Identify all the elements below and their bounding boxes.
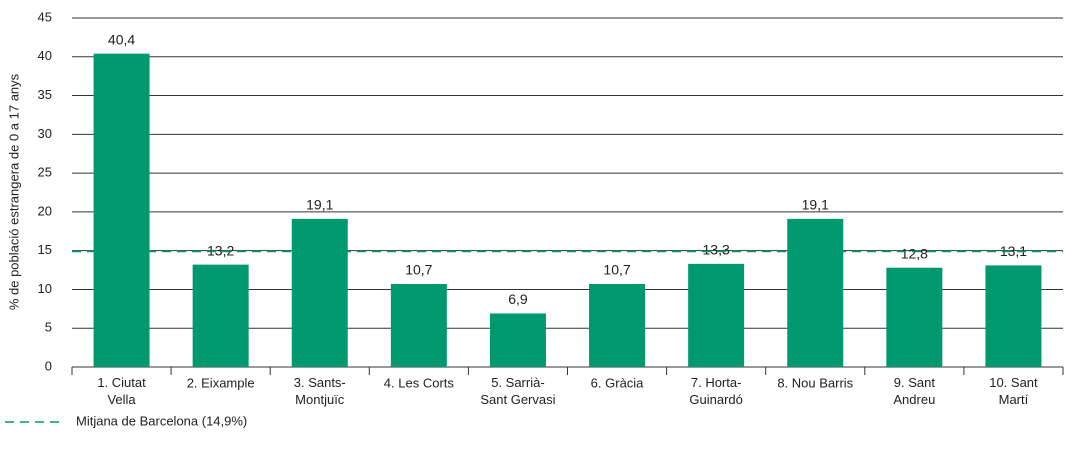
bar bbox=[390, 284, 447, 367]
y-tick-label: 20 bbox=[38, 203, 52, 218]
x-tick-label: 8. Nou Barris bbox=[777, 375, 853, 390]
x-tick-label: 1. Ciutat Vella bbox=[97, 375, 146, 407]
value-label: 10,7 bbox=[603, 262, 630, 278]
x-tick-label: 3. Sants-Montjuïc bbox=[294, 375, 346, 407]
value-label: 40,4 bbox=[108, 31, 135, 47]
bar bbox=[787, 218, 844, 367]
value-label: 13,1 bbox=[1000, 243, 1027, 259]
x-tick-label: 10. Sant Martí bbox=[989, 375, 1038, 407]
value-label: 6,9 bbox=[508, 291, 528, 307]
bar bbox=[985, 265, 1042, 367]
y-tick-label: 45 bbox=[38, 9, 52, 24]
y-axis-label: % de població estrangera de 0 a 17 anys bbox=[6, 73, 21, 310]
bar bbox=[688, 263, 745, 367]
value-label: 19,1 bbox=[306, 197, 333, 213]
y-tick-label: 10 bbox=[38, 281, 52, 296]
bar bbox=[489, 313, 546, 367]
value-label: 12,8 bbox=[901, 245, 928, 261]
y-tick-label: 35 bbox=[38, 87, 52, 102]
x-tick-label: 6. Gràcia bbox=[591, 375, 645, 390]
y-tick-label: 5 bbox=[45, 320, 52, 335]
bar bbox=[886, 267, 943, 367]
value-label: 10,7 bbox=[405, 262, 432, 278]
y-tick-label: 15 bbox=[38, 242, 52, 257]
y-tick-label: 30 bbox=[38, 126, 52, 141]
bar bbox=[291, 218, 348, 367]
value-label: 13,2 bbox=[207, 242, 234, 258]
value-label: 13,3 bbox=[703, 242, 730, 258]
y-tick-label: 0 bbox=[45, 358, 52, 373]
bar bbox=[192, 264, 249, 367]
x-tick-label: 4. Les Corts bbox=[384, 375, 455, 390]
y-tick-label: 40 bbox=[38, 48, 52, 63]
legend-label: Mitjana de Barcelona (14,9%) bbox=[76, 413, 247, 428]
x-tick-label: 5. Sarrià-Sant Gervasi bbox=[480, 375, 555, 407]
x-tick-label: 9. Sant Andreu bbox=[893, 375, 935, 407]
y-tick-label: 25 bbox=[38, 165, 52, 180]
x-tick-label: 7. Horta-Guinardó bbox=[689, 375, 742, 407]
value-label: 19,1 bbox=[802, 197, 829, 213]
bar bbox=[93, 53, 150, 367]
bar bbox=[589, 284, 646, 367]
x-tick-label: 2. Eixample bbox=[187, 375, 255, 390]
